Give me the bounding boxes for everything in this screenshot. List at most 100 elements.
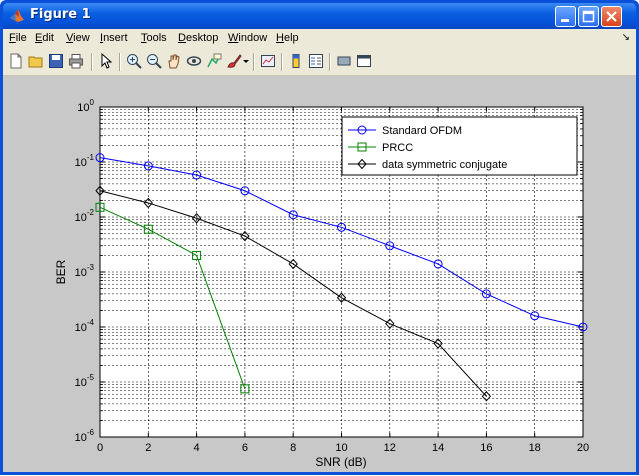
data-point (95, 202, 105, 212)
data-point (143, 224, 153, 234)
close-icon (606, 11, 617, 22)
x-tick-label: 16 (480, 442, 492, 454)
figure-toolbar (3, 49, 636, 76)
data-point (240, 384, 250, 394)
x-tick-label: 2 (145, 442, 151, 454)
data-point (530, 311, 540, 321)
open-file-icon[interactable] (28, 53, 44, 69)
x-tick-label: 20 (577, 442, 589, 454)
x-tick-label: 6 (242, 442, 248, 454)
zoom-in-icon[interactable] (126, 53, 142, 69)
x-tick-label: 4 (194, 442, 200, 454)
legend-icon[interactable] (308, 53, 324, 69)
menu-file[interactable]: File (9, 32, 27, 44)
toolbar-separator (329, 53, 331, 71)
menu-tools[interactable]: Tools (141, 32, 167, 44)
legend-entry: Standard OFDM (382, 125, 462, 137)
y-tick-label: 10-5 (75, 373, 95, 389)
pan-hand-icon[interactable] (166, 53, 182, 69)
y-tick-label: 10-3 (75, 263, 95, 279)
menu-view[interactable]: View (66, 32, 90, 44)
data-point (578, 322, 588, 332)
x-tick-label: 18 (529, 442, 541, 454)
plot-lines (95, 153, 588, 402)
legend-marker (357, 158, 367, 170)
data-point (433, 259, 443, 269)
data-point (433, 338, 443, 349)
data-point (385, 318, 395, 329)
save-icon[interactable] (48, 53, 64, 69)
menu-desktop[interactable]: Desktop (178, 32, 219, 44)
matlab-logo-icon (10, 9, 24, 22)
menu-window[interactable]: Window (228, 32, 268, 44)
series-line-1 (99, 206, 246, 390)
ber-chart: 0 2 4 6 8 10 12 14 16 18 20 100 10-1 10-2 10-3 10-4 10-5… (54, 98, 590, 469)
minimize-icon (561, 19, 569, 22)
maximize-button[interactable] (578, 6, 599, 27)
data-point (240, 230, 250, 242)
colorbar-icon[interactable] (288, 53, 304, 69)
y-axis-label: BER (54, 259, 68, 284)
data-point (143, 161, 153, 171)
y-tick-label: 10-4 (75, 318, 95, 334)
data-point (192, 170, 202, 180)
menu-insert[interactable]: Insert (100, 32, 128, 44)
toolbar-separator (119, 53, 121, 71)
legend-box (341, 116, 578, 176)
data-point (191, 212, 202, 224)
x-tick-label: 14 (432, 442, 444, 454)
toolbar-separator (91, 53, 93, 71)
data-point (481, 289, 491, 299)
data-cursor-icon[interactable] (206, 53, 222, 69)
window-title: Figure 1 (30, 7, 91, 22)
menu-bar: File Edit View Insert Tools Desktop Wind… (3, 29, 636, 49)
legend-marker (357, 125, 367, 135)
data-point (143, 197, 153, 209)
pointer-icon[interactable] (98, 53, 114, 69)
x-tick-label: 10 (335, 442, 347, 454)
print-icon[interactable] (68, 53, 84, 69)
data-point (481, 391, 492, 402)
brush-icon[interactable] (226, 53, 242, 69)
toolbar-separator (281, 53, 283, 71)
title-bar[interactable]: Figure 1 (3, 3, 636, 29)
data-point (385, 241, 395, 251)
data-point (240, 186, 250, 196)
series-line-0 (99, 157, 584, 328)
zoom-out-icon[interactable] (146, 53, 162, 69)
menu-edit[interactable]: Edit (35, 32, 54, 44)
minimize-button[interactable] (555, 6, 576, 27)
new-figure-icon[interactable] (8, 53, 24, 69)
x-tick-label: 12 (384, 442, 396, 454)
x-tick-label: 8 (290, 442, 296, 454)
legend-marker (357, 142, 367, 152)
menu-help[interactable]: Help (276, 32, 299, 44)
data-point (336, 292, 347, 304)
figure-canvas: 0 2 4 6 8 10 12 14 16 18 20 100 10-1 10-2 10-3 10-4 10-5… (3, 76, 636, 472)
show-plot-tools-icon[interactable] (356, 53, 372, 69)
y-tick-label: 10-2 (75, 208, 95, 224)
link-plot-icon[interactable] (260, 53, 276, 69)
axes-frame (99, 106, 584, 438)
y-tick-label: 100 (77, 98, 94, 114)
axes: 0 2 4 6 8 10 12 14 16 18 20 100 10-1 10-2 10-3 10-4 10-5… (75, 98, 590, 454)
data-point (337, 222, 346, 232)
series-line-2 (99, 190, 487, 397)
dock-arrow-icon[interactable]: ↘ (621, 32, 630, 43)
legend-entry: PRCC (382, 142, 413, 154)
legend: Standard OFDM PRCC data symmetric conjugat… (341, 116, 578, 176)
rotate-3d-icon[interactable] (186, 53, 202, 69)
hide-plot-tools-icon[interactable] (336, 53, 352, 69)
data-point (288, 210, 298, 220)
x-tick-label: 0 (97, 442, 103, 454)
legend-entry: data symmetric conjugate (382, 159, 507, 171)
x-axis-label: SNR (dB) (315, 455, 366, 469)
maximize-icon (582, 10, 595, 23)
data-point (288, 258, 298, 270)
data-point (95, 185, 105, 197)
close-button[interactable] (601, 6, 622, 27)
y-tick-label: 10-6 (75, 428, 95, 444)
brush-dropdown-icon[interactable] (242, 53, 250, 69)
data-point (192, 250, 202, 260)
